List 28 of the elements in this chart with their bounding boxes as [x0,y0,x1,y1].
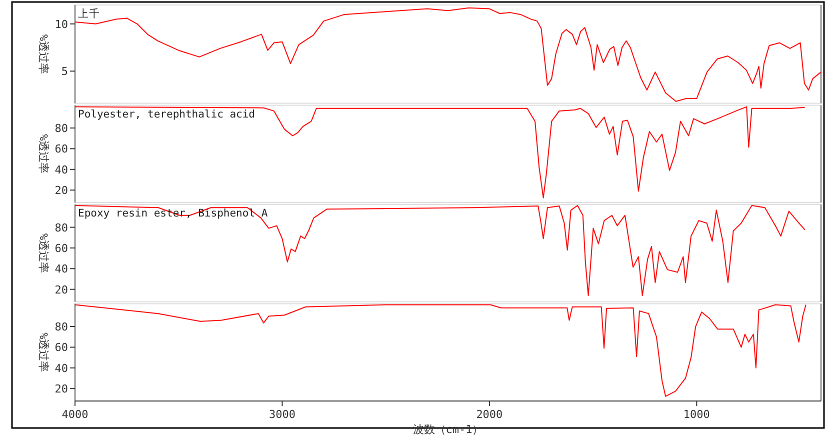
y-tick-label: 10 [54,18,68,31]
y-axis-title: %透过率 [37,332,50,372]
y-tick-label: 60 [54,242,68,255]
y-tick-label: 5 [61,65,68,78]
series-label: 上千 [78,7,100,20]
y-tick-label: 60 [54,142,68,156]
y-axis-title: %透过率 [37,34,50,74]
y-tick-label: 20 [54,184,68,198]
line-series [74,7,822,102]
y-tick-label: 40 [54,262,68,276]
y-tick-label: 80 [54,122,68,136]
y-axis-title: %透过率 [37,134,50,174]
y-axis-title: %透过率 [37,233,50,273]
x-tick-label: 1000 [683,408,710,421]
y-tick-label: 40 [54,362,68,375]
y-tick-label: 20 [54,283,68,296]
line-series [74,304,806,397]
series-label: Polyester, terephthalic acid [78,108,256,120]
x-tick-label: 4000 [62,408,88,421]
line-series [74,205,806,296]
x-tick-label: 2000 [476,408,503,421]
y-tick-label: 80 [54,320,68,334]
y-tick-label: 60 [54,341,68,354]
y-tick-label: 20 [54,382,68,396]
x-tick-label: 3000 [268,408,296,421]
y-tick-label: 80 [54,221,68,234]
line-series [74,106,806,198]
y-tick-label: 40 [54,163,68,176]
